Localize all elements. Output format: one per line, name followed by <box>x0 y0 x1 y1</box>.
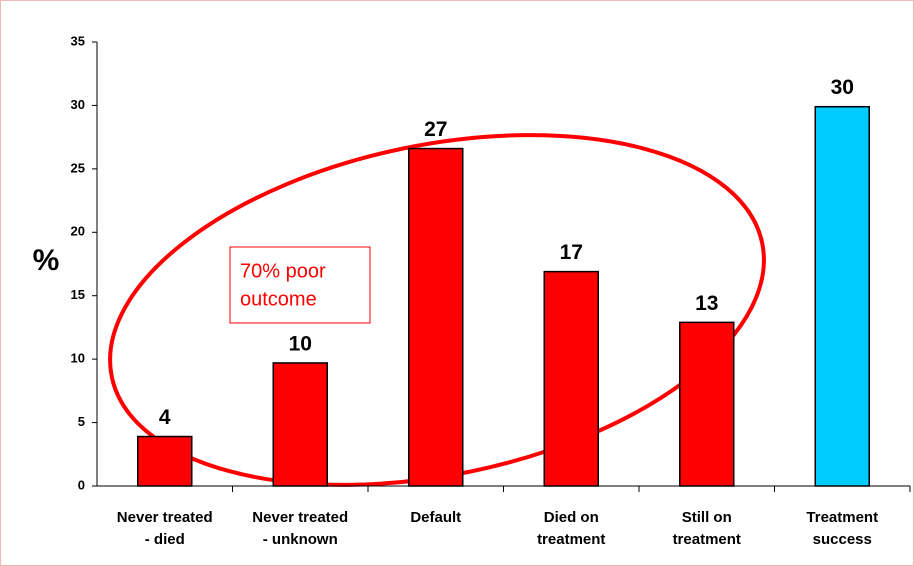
y-tick-label: 10 <box>71 351 85 366</box>
x-tick-label: Default <box>410 509 461 526</box>
bar <box>543 270 599 487</box>
x-tick-label: success <box>813 531 872 548</box>
annotation: outcome <box>240 288 317 310</box>
y-tick-label: 30 <box>71 97 85 112</box>
bar <box>408 147 464 487</box>
value-label: 4 <box>159 406 171 429</box>
highlight-ellipse <box>108 133 766 487</box>
annotation-box <box>229 246 371 324</box>
x-tick-label: Still on <box>682 509 732 526</box>
y-tick-label: 0 <box>78 477 85 492</box>
y-tick-label: 25 <box>71 160 85 175</box>
x-tick-label: Never treated <box>252 509 348 526</box>
x-tick-label: treatment <box>537 531 605 548</box>
y-tick-label: 15 <box>71 287 85 302</box>
y-axis-label: % <box>33 244 60 277</box>
y-tick-label: 5 <box>78 414 85 429</box>
x-tick-label: - unknown <box>263 531 338 548</box>
x-tick-label: Treatment <box>806 509 878 526</box>
value-label: 30 <box>831 76 854 99</box>
bar <box>272 362 328 487</box>
value-label: 13 <box>695 292 718 315</box>
y-tick-label: 20 <box>71 224 85 239</box>
annotation: 70% poor <box>240 260 326 282</box>
x-tick-label: Died on <box>544 509 599 526</box>
bar <box>679 321 735 487</box>
x-tick-label: treatment <box>673 531 741 548</box>
value-label: 17 <box>560 241 583 264</box>
y-tick-label: 35 <box>71 33 85 48</box>
x-tick-label: - died <box>145 531 185 548</box>
bar <box>814 105 870 487</box>
value-label: 27 <box>424 118 447 141</box>
x-tick-label: Never treated <box>117 509 213 526</box>
bar <box>137 435 193 487</box>
value-label: 10 <box>289 332 312 355</box>
